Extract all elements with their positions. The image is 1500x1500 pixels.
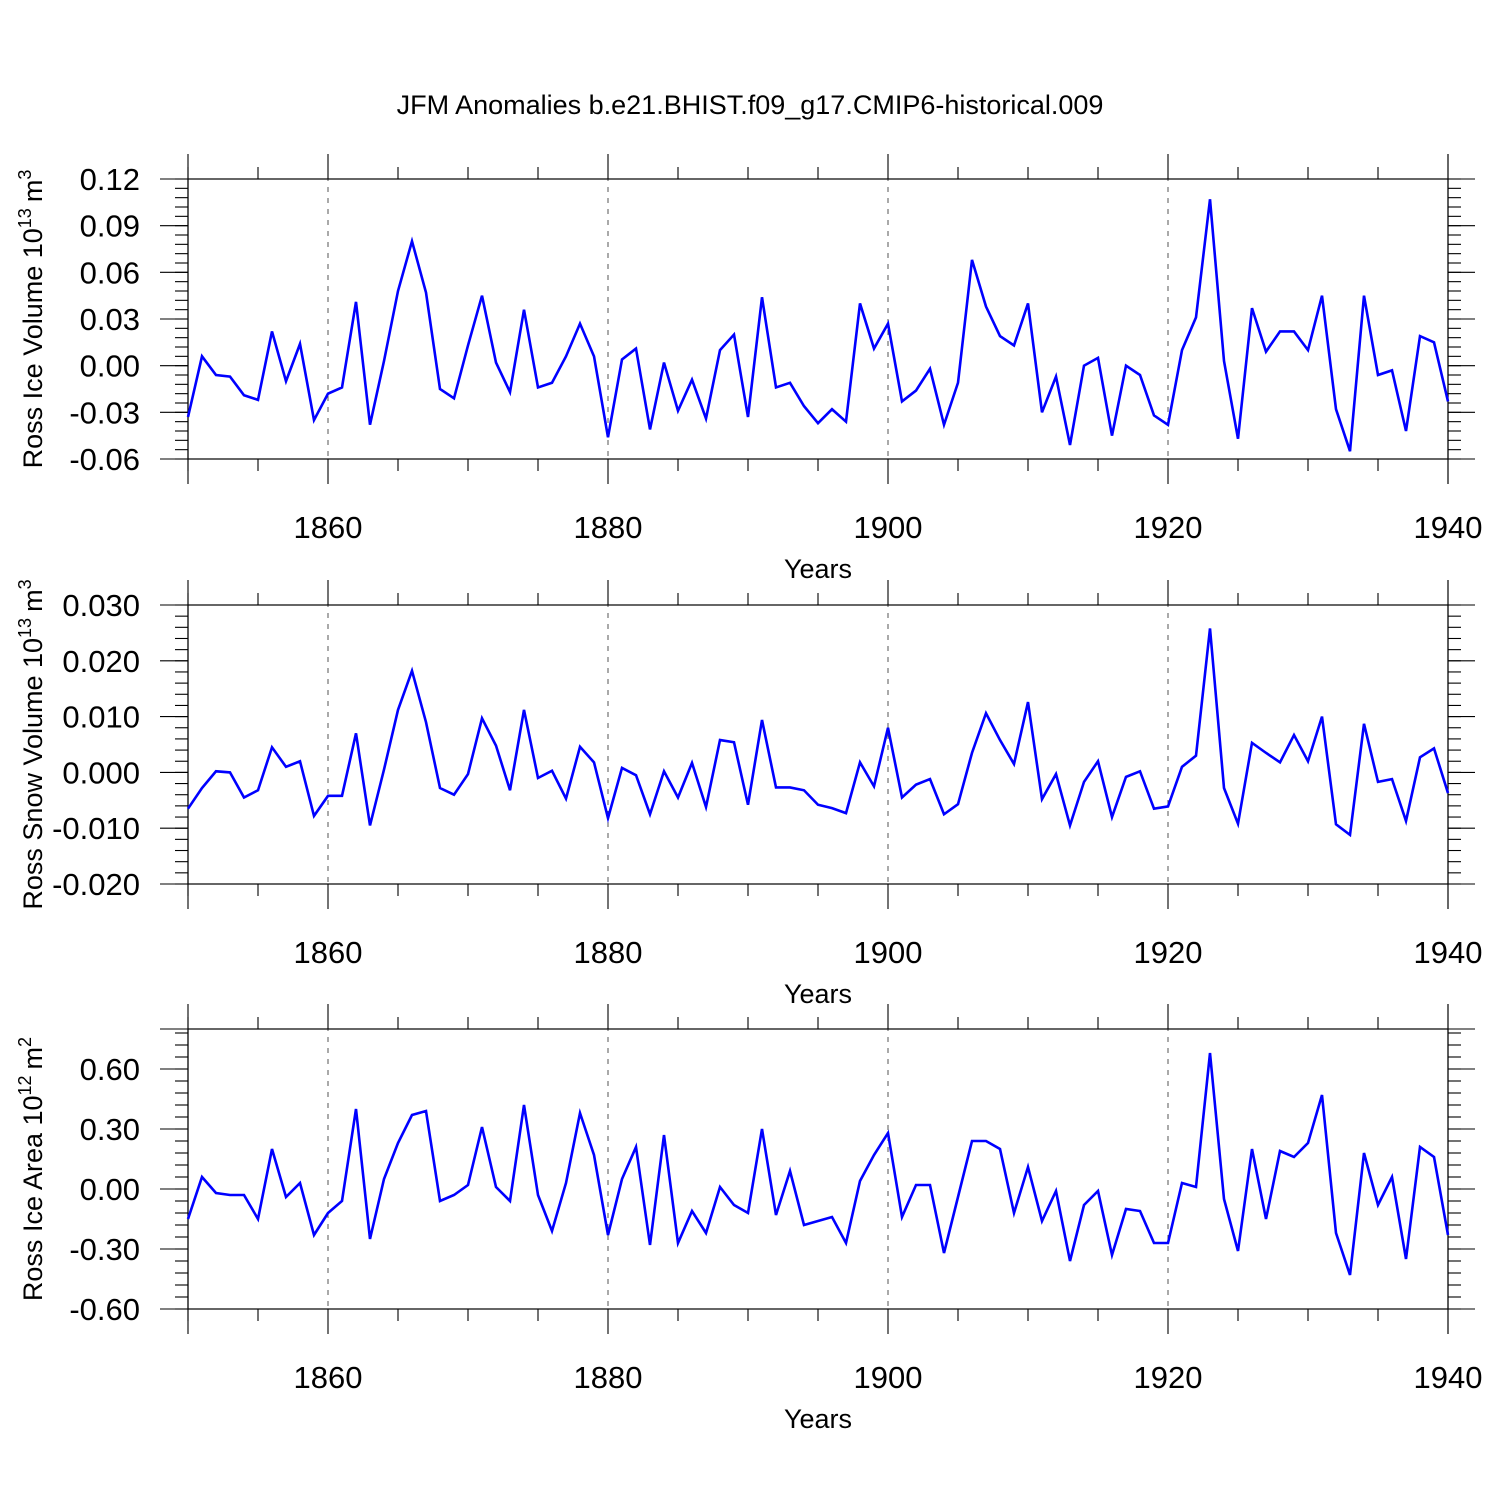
y-tick-label: 0.020 xyxy=(62,644,140,679)
y-axis-label-unit: m xyxy=(18,1047,48,1070)
y-tick-label: 0.09 xyxy=(80,209,140,244)
x-tick-label: 1920 xyxy=(1134,510,1203,545)
x-tick-label: 1900 xyxy=(854,510,923,545)
y-tick-label: -0.03 xyxy=(69,395,140,430)
y-tick-label: -0.010 xyxy=(52,811,140,846)
y-tick-label: 0.03 xyxy=(80,302,140,337)
y-axis-label-exponent: 12 xyxy=(15,1075,35,1095)
y-tick-label: 0.06 xyxy=(80,255,140,290)
x-tick-label: 1880 xyxy=(574,935,643,970)
x-tick-label: 1940 xyxy=(1414,510,1483,545)
y-tick-label: 0.30 xyxy=(80,1112,140,1147)
x-tick-label: 1920 xyxy=(1134,935,1203,970)
y-axis-label-exponent: 13 xyxy=(15,208,35,228)
x-tick-label: 1880 xyxy=(574,510,643,545)
y-tick-label: 0.60 xyxy=(80,1052,140,1087)
x-tick-label: 1860 xyxy=(294,1360,363,1395)
series-line xyxy=(186,628,1450,838)
x-tick-label: 1880 xyxy=(574,1360,643,1395)
y-tick-label: 0.030 xyxy=(62,588,140,623)
x-tick-label: 1940 xyxy=(1414,1360,1483,1395)
series-line xyxy=(186,1052,1450,1276)
panel-ross-ice-volume: -0.06 -0.03 0.00 0.03 0.06 0.09 0.12 1860 1880 19… xyxy=(15,154,1482,584)
x-axis-label: Years xyxy=(784,554,852,584)
y-axis-label: Ross Ice Area 1012 m2 xyxy=(15,1037,48,1301)
y-axis-label-text: Ross Snow Volume 10 xyxy=(18,638,48,910)
x-tick-label: 1900 xyxy=(854,935,923,970)
y-tick-label: 0.00 xyxy=(80,1172,140,1207)
y-tick-label: 0.12 xyxy=(80,162,140,197)
y-axis-label-text: Ross Ice Area 10 xyxy=(18,1095,48,1301)
x-axis-label: Years xyxy=(784,1404,852,1434)
y-axis-label-unit-power: 3 xyxy=(15,170,35,180)
y-tick-label: -0.020 xyxy=(52,867,140,902)
y-tick-label: -0.06 xyxy=(69,442,140,477)
y-tick-label: -0.60 xyxy=(69,1292,140,1327)
y-axis-label-text: Ross Ice Volume 10 xyxy=(18,228,48,468)
x-tick-label: 1920 xyxy=(1134,1360,1203,1395)
y-tick-label: 0.000 xyxy=(62,755,140,790)
x-tick-label: 1860 xyxy=(294,935,363,970)
y-axis-label-unit-power: 3 xyxy=(15,579,35,589)
y-axis-label-unit: m xyxy=(18,180,48,203)
x-tick-label: 1900 xyxy=(854,1360,923,1395)
y-tick-label: 0.00 xyxy=(80,349,140,384)
panel-ross-snow-volume: -0.020 -0.010 0.000 0.010 0.020 0.030 1860 1880… xyxy=(15,579,1482,1009)
y-axis-label: Ross Snow Volume 1013 m3 xyxy=(15,579,48,909)
y-axis-label: Ross Ice Volume 1013 m3 xyxy=(15,170,48,469)
series-line xyxy=(186,199,1450,452)
panel-ross-ice-area: -0.60 -0.30 0.00 0.30 0.60 1860 1880 1900 1920 19… xyxy=(15,1004,1482,1434)
y-tick-label: -0.30 xyxy=(69,1232,140,1267)
y-tick-label: 0.010 xyxy=(62,700,140,735)
x-axis-label: Years xyxy=(784,979,852,1009)
x-tick-label: 1860 xyxy=(294,510,363,545)
chart-title: JFM Anomalies b.e21.BHIST.f09_g17.CMIP6-… xyxy=(397,90,1104,120)
y-axis-label-exponent: 13 xyxy=(15,618,35,638)
y-axis-label-unit-power: 2 xyxy=(15,1037,35,1047)
y-axis-label-unit: m xyxy=(18,589,48,612)
x-tick-label: 1940 xyxy=(1414,935,1483,970)
